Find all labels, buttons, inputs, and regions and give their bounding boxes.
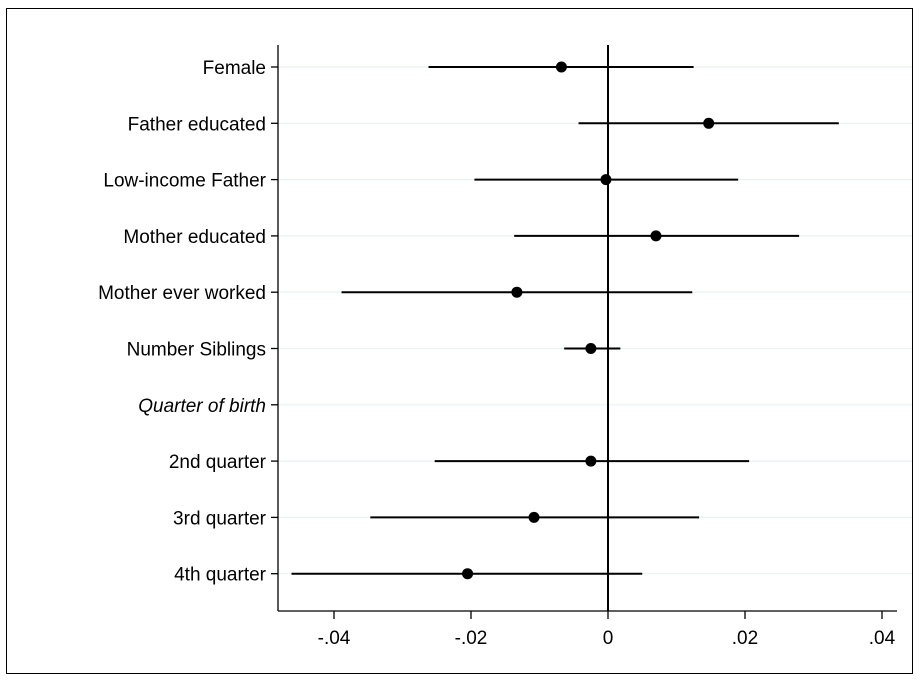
x-tick-label-0: -.04 [318,628,351,649]
point-estimate-father-educated [703,117,715,129]
point-estimate-female [555,61,567,73]
x-tick-label-1: -.02 [455,628,488,649]
point-estimate-4th-quarter [462,568,474,580]
gridlines [278,66,912,575]
x-axis-ticks: -.04 -.02 0 .02 .04 [318,611,896,649]
chart-frame: Female Father educated Low-income Father Mo… [6,8,913,674]
category-label-2nd-quarter: 2nd quarter [169,452,267,473]
category-label-mother-educated: Mother educated [123,227,266,248]
point-estimate-mother-educated [650,230,662,242]
point-estimate-mother-ever-worked [511,286,523,298]
coefficient-plot: Female Father educated Low-income Father Mo… [98,45,912,649]
category-label-father-educated: Father educated [128,114,266,135]
axes [271,45,897,612]
category-label-female: Female [203,58,266,79]
category-labels: Female Father educated Low-income Father Mo… [98,58,267,586]
x-tick-label-2: 0 [603,628,614,649]
point-estimate-number-siblings [585,343,597,354]
category-label-number-siblings: Number Siblings [127,340,266,361]
point-estimate-2nd-quarter [585,455,597,467]
group-header-quarter-of-birth: Quarter of birth [138,396,266,417]
category-label-4th-quarter: 4th quarter [174,565,267,586]
category-label-3rd-quarter: 3rd quarter [173,508,267,529]
category-label-low-income-father: Low-income Father [103,171,266,192]
coefficient-marks [291,61,839,580]
category-label-mother-ever-worked: Mother ever worked [98,283,266,304]
point-estimate-low-income-father [600,174,612,186]
point-estimate-3rd-quarter [528,511,540,523]
x-tick-label-4: .04 [869,628,896,649]
x-tick-label-3: .02 [732,628,758,649]
